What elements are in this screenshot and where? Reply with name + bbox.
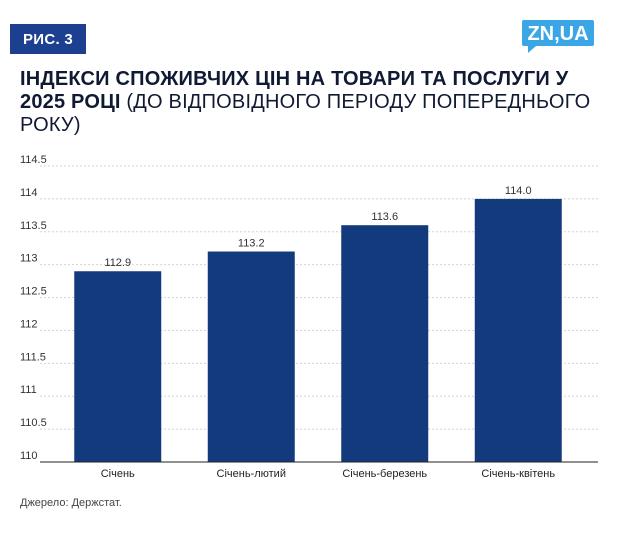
bar-value-label: 113.6: [371, 211, 398, 223]
x-axis-ticks: Січень Січень-лютий Січень-березень Січень-…: [101, 468, 556, 480]
y-tick-label: 114.5: [20, 154, 47, 166]
value-labels: 112.9 113.2 113.6 114.0: [104, 185, 531, 269]
y-tick-label: 113.5: [20, 220, 47, 232]
bar: [74, 271, 162, 462]
logo-tail: [528, 46, 536, 53]
title-bold: ІНДЕКСИ СПОЖИВЧИХ ЦІН НА ТОВАРИ ТА ПОСЛУ…: [20, 68, 569, 113]
bars: [74, 198, 562, 462]
source-note: Джерело: Держстат.: [20, 497, 122, 509]
y-tick-label: 114: [20, 187, 38, 199]
x-tick-label: Січень-квітень: [481, 468, 555, 480]
figure-badge: РИС. 3: [10, 24, 86, 54]
bar-value-label: 114.0: [505, 185, 532, 197]
bar: [474, 198, 562, 462]
zn-ua-logo: ZN,UA: [522, 20, 594, 53]
y-axis-ticks: 110 110.5 111 111.5 112 112.5 113 113.5 114 114.5: [20, 154, 47, 462]
bar: [207, 251, 295, 462]
x-tick-label: Січень: [101, 468, 135, 480]
bar: [341, 225, 429, 462]
x-tick-label: Січень-лютий: [217, 468, 286, 480]
chart-title: ІНДЕКСИ СПОЖИВЧИХ ЦІН НА ТОВАРИ ТА ПОСЛУ…: [20, 68, 600, 137]
title-rest: (ДО ВІДПОВІДНОГО ПЕРІОДУ ПОПЕРЕДНЬОГО РО…: [20, 91, 591, 136]
bar-value-label: 113.2: [238, 238, 265, 250]
y-tick-label: 110: [20, 450, 38, 462]
y-tick-label: 111.5: [20, 351, 46, 363]
y-tick-label: 112.5: [20, 286, 47, 298]
logo-background: [522, 20, 594, 46]
bar-value-label: 112.9: [104, 257, 131, 269]
logo-text: ZN,UA: [527, 23, 588, 45]
y-tick-label: 110.5: [20, 417, 47, 429]
y-tick-label: 112: [20, 318, 38, 330]
y-tick-label: 111: [20, 384, 37, 396]
y-tick-label: 113: [20, 253, 38, 265]
x-tick-label: Січень-березень: [342, 468, 427, 480]
